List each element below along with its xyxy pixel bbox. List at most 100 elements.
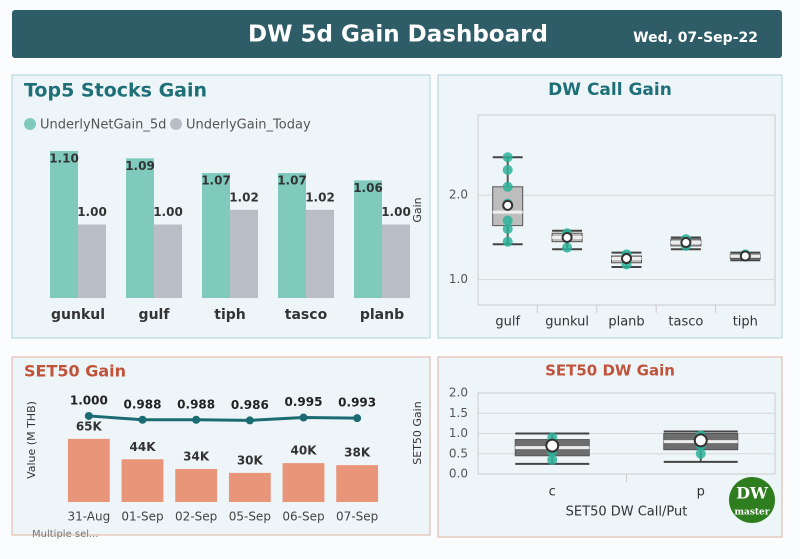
point (502, 181, 513, 192)
dashboard-title: DW 5d Gain Dashboard (248, 22, 548, 48)
line (88, 414, 358, 422)
header-date: Wed, 07-Sep-22 (633, 30, 758, 46)
x-tick-label: tiph (733, 315, 758, 330)
charts: Top5 Stocks Gain UnderlyNetGain_5d Underly… (24, 80, 776, 524)
bar (228, 472, 271, 502)
point (502, 236, 513, 247)
data-label: 1.02 (305, 190, 335, 204)
line-point (245, 416, 254, 425)
point (502, 164, 513, 175)
x-tick-label: planb (608, 315, 644, 330)
data-label: 0.993 (338, 396, 376, 410)
bar (230, 209, 258, 298)
x-tick-label: tiph (214, 307, 245, 323)
data-label: 65K (76, 419, 103, 433)
x-tick-label: gulf (495, 315, 520, 330)
plot-frame (477, 114, 776, 306)
data-label: 30K (237, 453, 264, 467)
data-label: 0.986 (231, 398, 269, 412)
bar (126, 158, 154, 298)
bar (282, 463, 325, 502)
legend-label: UnderlyGain_Today (186, 118, 311, 133)
header-bar (12, 10, 782, 58)
x-tick-label: tasco (285, 307, 328, 323)
point (695, 448, 706, 459)
line-point (84, 411, 93, 420)
data-label: 38K (344, 446, 371, 460)
bar (67, 438, 110, 502)
logo (729, 477, 775, 523)
bar (154, 224, 182, 298)
slicer-label[interactable]: Multiple sel... (32, 529, 99, 540)
x-tick-label: p (697, 485, 705, 500)
legend-label: UnderlyNetGain_5d (40, 118, 166, 133)
data-label: 1.07 (201, 174, 231, 188)
bar (306, 209, 334, 298)
x-axis-label: SET50 DW Call/Put (566, 505, 688, 520)
mean (739, 250, 751, 262)
bar (175, 468, 218, 502)
y-axis-label: Value (M THB) (25, 401, 38, 479)
x-tick-label: 02-Sep (175, 510, 217, 524)
legend-swatch (24, 118, 36, 130)
x-tick-label: 31-Aug (67, 510, 110, 524)
data-label: 1.00 (77, 205, 107, 219)
point (562, 242, 573, 253)
y-tick-label: 2.0 (449, 188, 468, 202)
y-tick-label: 0.0 (449, 467, 468, 481)
y-tick-label: 1.0 (449, 272, 468, 286)
chart-title: SET50 DW Gain (545, 362, 675, 380)
x-tick-label: gunkul (545, 315, 589, 330)
data-label: 1.07 (277, 174, 307, 188)
data-label: 44K (130, 440, 157, 454)
x-tick-label: c (549, 485, 556, 500)
point (502, 224, 513, 234)
data-label: 1.000 (70, 393, 108, 407)
line-point (299, 413, 308, 422)
data-label: 1.10 (49, 152, 79, 166)
point (502, 215, 513, 226)
x-tick-label: planb (360, 307, 404, 323)
chart-title: Top5 Stocks Gain (24, 80, 207, 102)
data-label: 1.02 (229, 190, 259, 204)
y-tick-label: 1.5 (449, 406, 468, 420)
y-axis-label: SET50 Gain (411, 401, 424, 464)
bar (336, 465, 379, 502)
data-label: 40K (291, 444, 318, 458)
line-point (138, 415, 147, 424)
mean (561, 231, 573, 243)
mean (680, 237, 692, 249)
panel (437, 74, 783, 339)
logo-text: DW (736, 484, 769, 503)
bar (354, 180, 382, 298)
y-axis-label: Gain (411, 197, 424, 222)
bar (202, 173, 230, 298)
y-tick-label: 1.0 (449, 426, 468, 440)
bar (78, 224, 106, 298)
mean (693, 433, 708, 448)
x-tick-label: gunkul (51, 307, 105, 323)
data-label: 0.988 (177, 397, 215, 411)
bar (121, 459, 164, 502)
chart-title: SET50 Gain (24, 362, 126, 381)
bar (278, 173, 306, 298)
x-tick-label: tasco (668, 315, 703, 330)
data-label: 34K (183, 449, 210, 463)
data-label: 1.09 (125, 159, 155, 173)
x-tick-label: 01-Sep (121, 510, 163, 524)
data-label: 1.06 (353, 181, 383, 195)
logo-text: master (734, 508, 769, 518)
data-label: 1.00 (381, 205, 411, 219)
data-label: 0.995 (285, 395, 323, 409)
y-tick-label: 2.0 (449, 386, 468, 400)
x-tick-label: gulf (139, 307, 171, 323)
x-tick-label: 05-Sep (229, 510, 271, 524)
chart-title: DW Call Gain (548, 80, 672, 100)
line-point (192, 415, 201, 424)
bar (382, 224, 410, 298)
y-tick-label: 0.5 (449, 446, 468, 460)
point (502, 152, 513, 163)
x-tick-label: 07-Sep (336, 510, 378, 524)
point (547, 454, 558, 465)
